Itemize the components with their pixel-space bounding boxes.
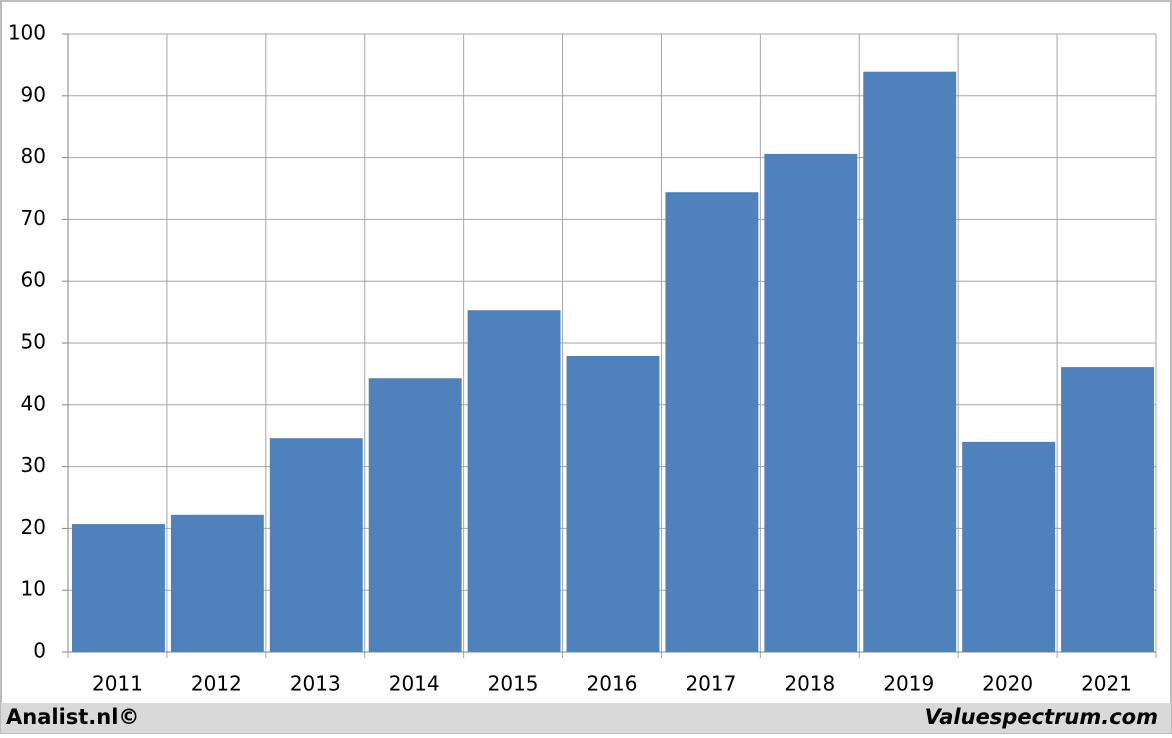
x-tick-label: 2020: [982, 672, 1033, 696]
footer-band: [1, 703, 1171, 733]
y-tick-label: 0: [33, 639, 46, 663]
y-tick-label: 70: [21, 206, 46, 230]
bar: [1061, 367, 1154, 652]
bar: [566, 355, 660, 652]
bar: [962, 441, 1056, 652]
x-tick-label: 2021: [1081, 672, 1132, 696]
bar: [764, 153, 858, 652]
x-tick-label: 2019: [883, 672, 934, 696]
bar: [72, 524, 165, 652]
footer-right: Valuespectrum.com: [925, 705, 1158, 729]
y-tick-label: 60: [21, 268, 46, 292]
x-tick-label: 2013: [290, 672, 341, 696]
x-tick-label: 2012: [191, 672, 242, 696]
bar: [170, 514, 264, 652]
x-tick-label: 2017: [685, 672, 736, 696]
bar: [368, 378, 462, 652]
y-tick-label: 100: [8, 21, 46, 45]
y-tick-label: 40: [21, 391, 46, 415]
y-tick-label: 80: [21, 144, 46, 168]
x-tick-label: 2014: [389, 672, 440, 696]
y-tick-label: 30: [21, 453, 46, 477]
bar: [269, 438, 363, 652]
bar: [863, 71, 957, 652]
y-tick-label: 50: [21, 330, 46, 354]
footer-left: Analist.nl©: [6, 705, 139, 729]
y-tick-label: 20: [21, 515, 46, 539]
bar: [467, 310, 561, 652]
x-tick-label: 2016: [587, 672, 638, 696]
y-tick-label: 10: [21, 577, 46, 601]
y-tick-label: 90: [21, 82, 46, 106]
x-tick-label: 2011: [92, 672, 143, 696]
x-tick-label: 2015: [488, 672, 539, 696]
bar: [665, 192, 759, 652]
x-tick-label: 2018: [784, 672, 835, 696]
